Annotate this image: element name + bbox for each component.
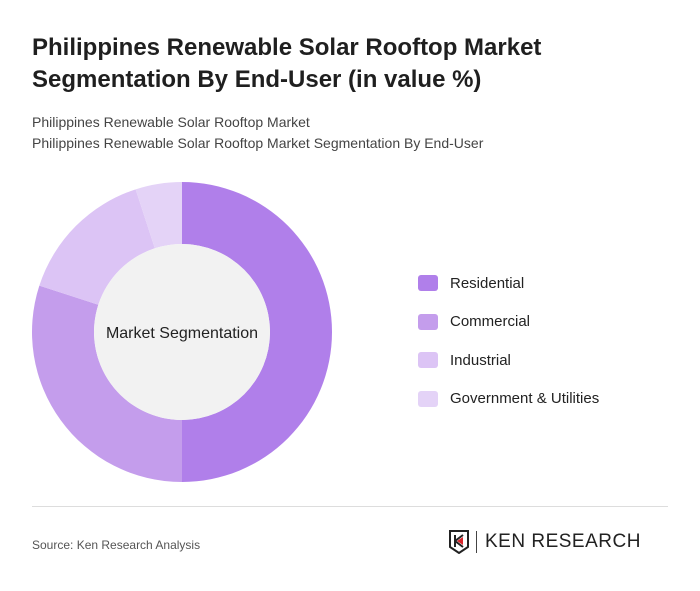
legend-label: Residential [450,274,525,292]
donut-chart: Market Segmentation [31,182,332,482]
ken-logo-icon [449,530,469,554]
legend-swatch [418,275,438,292]
slice-residential [182,182,332,482]
subtitle-market: Philippines Renewable Solar Rooftop Mark… [32,114,310,130]
legend-item: Commercial [418,303,599,342]
legend-label: Commercial [450,313,531,331]
legend-item: Government & Utilities [418,380,599,419]
slice-industrial [39,189,155,305]
ken-research-logo: KEN RESEARCH [448,530,641,554]
slice-commercial [31,285,182,482]
donut-hole [94,244,270,420]
legend-item: Industrial [418,341,599,380]
legend: Residential Commercial Industrial Governmen… [418,264,599,418]
legend-swatch [418,390,438,407]
slice-government-utilities [135,182,182,249]
divider [32,506,668,507]
legend-label: Government & Utilities [450,390,600,408]
subtitle-segmentation: Philippines Renewable Solar Rooftop Mark… [32,135,484,151]
legend-swatch [418,313,438,330]
logo-text: KEN RESEARCH [485,531,641,552]
chart-title: Philippines Renewable Solar Rooftop Mark… [32,34,542,93]
center-label: Market Segmentation [106,325,258,342]
legend-label: Industrial [450,351,511,369]
legend-swatch [418,352,438,369]
legend-item: Residential [418,264,599,303]
source-text: Source: Ken Research Analysis [32,538,201,552]
